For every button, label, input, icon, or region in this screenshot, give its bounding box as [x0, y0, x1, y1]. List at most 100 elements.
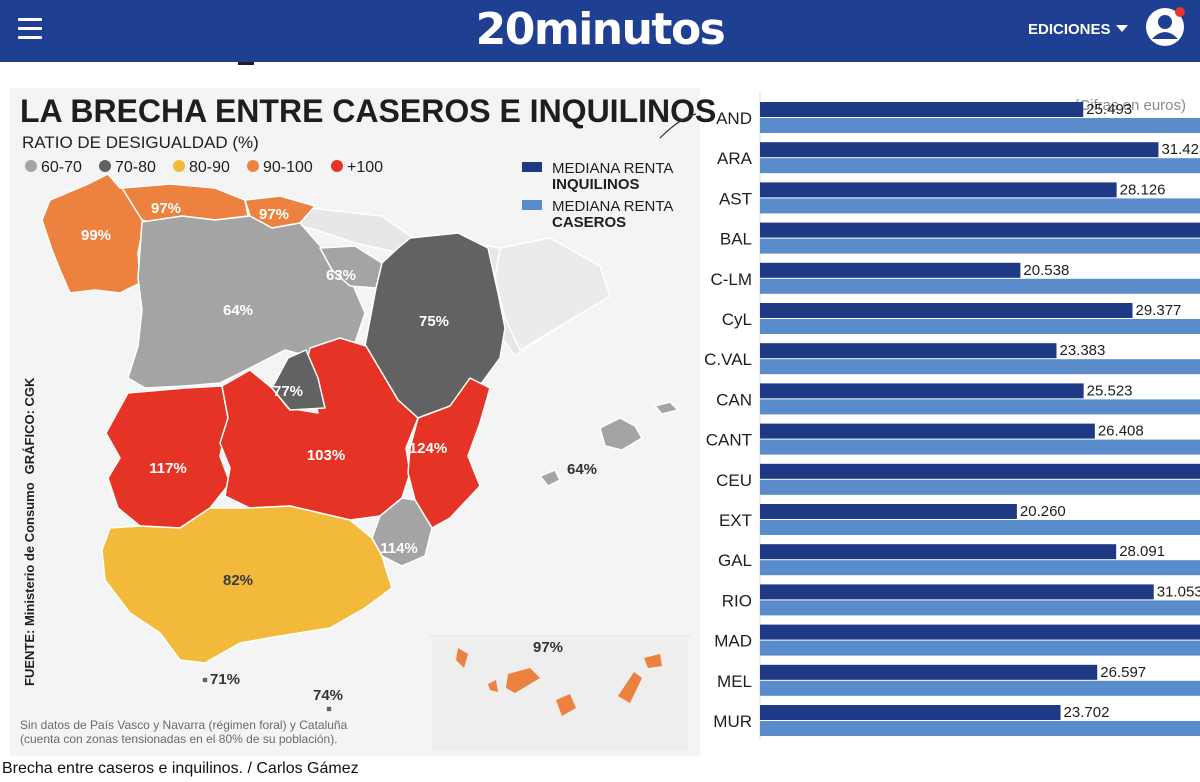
bar-inquilinos	[760, 222, 1200, 238]
legend-label: 60-70	[41, 159, 82, 176]
bar-inquilinos	[760, 102, 1084, 117]
bar-inquilinos	[760, 303, 1133, 318]
bar-caseros	[760, 479, 1200, 495]
region-label: 64%	[223, 302, 253, 319]
region-label: 97%	[259, 206, 289, 223]
bar-value-label: 26.408	[1098, 423, 1144, 440]
category-label: AND	[716, 109, 752, 128]
menu-icon[interactable]	[18, 18, 42, 40]
bar-caseros	[760, 680, 1200, 696]
legend-dot	[173, 160, 185, 172]
bar-inquilinos	[760, 423, 1095, 439]
inset-background	[432, 638, 688, 750]
infographic-svg: LA BRECHA ENTRE CASEROS E INQUILINOS RAT…	[10, 88, 1200, 756]
chart-title: LA BRECHA ENTRE CASEROS E INQUILINOS	[20, 93, 716, 129]
bar-caseros	[760, 439, 1200, 455]
ediciones-dropdown[interactable]: EDICIONES	[1028, 21, 1128, 38]
bar-caseros	[760, 600, 1200, 616]
legend-dot	[25, 160, 37, 172]
bar-value-label: 25.493	[1086, 101, 1132, 118]
region-label: 75%	[419, 313, 449, 330]
region-label: 64%	[567, 461, 597, 478]
category-label: MAD	[714, 632, 752, 651]
category-label: ARA	[717, 149, 753, 168]
island-fuerteventura	[618, 672, 642, 703]
series-name-line1: MEDIANA RENTA	[552, 198, 673, 215]
island-la-palma	[456, 648, 468, 668]
region-ibiza	[539, 469, 561, 487]
category-label: RIO	[722, 591, 752, 610]
map-legend: 60-70 70-80 80-90 90-100 +100	[25, 159, 383, 176]
region-melilla	[325, 705, 333, 713]
region-andalucia	[101, 505, 393, 664]
bar-inquilinos	[760, 584, 1154, 600]
category-label: GAL	[718, 551, 752, 570]
series-name-line2: CASEROS	[552, 214, 626, 231]
legend-dot	[99, 160, 111, 172]
category-label: CyL	[722, 310, 752, 329]
bar-caseros	[760, 238, 1200, 254]
spain-map	[41, 173, 679, 713]
bar-chart: AND25.49346.450ARA31.42354.985AST28.1265…	[704, 92, 1200, 740]
bar-inquilinos	[760, 705, 1061, 720]
infographic: LA BRECHA ENTRE CASEROS E INQUILINOS RAT…	[10, 88, 1200, 756]
footnote-line-2: (cuenta con zonas tensionadas en el 80% …	[20, 732, 338, 746]
legend-dot	[331, 160, 343, 172]
source-label: FUENTE: Ministerio de Consumo	[22, 482, 37, 686]
region-menorca	[654, 401, 679, 415]
source-credit: FUENTE: Ministerio de Consumo GRÁFICO: CG…	[22, 377, 37, 686]
bar-caseros	[760, 640, 1200, 656]
bar-inquilinos	[760, 664, 1098, 680]
legend-label: +100	[347, 159, 383, 176]
region-extremadura	[105, 385, 231, 529]
bar-value-label: 29.377	[1136, 302, 1182, 319]
bar-inquilinos	[760, 383, 1084, 399]
bar-caseros	[760, 319, 1200, 334]
region-label: 77%	[273, 383, 303, 400]
region-label: 117%	[149, 460, 187, 477]
notification-dot	[1175, 7, 1185, 17]
legend-label: 80-90	[189, 159, 230, 176]
bar-caseros	[760, 278, 1200, 294]
region-label: 82%	[223, 572, 253, 589]
bar-caseros	[760, 198, 1200, 214]
region-label: 97%	[151, 200, 181, 217]
bar-inquilinos	[760, 182, 1117, 198]
bar-value-label: 26.597	[1100, 664, 1146, 681]
category-label: MEL	[717, 672, 752, 691]
category-label: C.VAL	[704, 350, 752, 369]
bar-caseros	[760, 399, 1200, 415]
decorative-fragment	[238, 62, 254, 65]
region-label: 103%	[307, 447, 345, 464]
region-ceuta	[201, 676, 209, 684]
leader-line	[659, 113, 697, 139]
user-account-button[interactable]	[1146, 7, 1185, 46]
region-label: 63%	[326, 267, 356, 284]
region-comunidad-valenciana	[407, 377, 491, 529]
bar-caseros	[760, 560, 1200, 576]
bar-inquilinos	[760, 262, 1021, 278]
region-label: 99%	[81, 227, 111, 244]
category-label: CANT	[706, 431, 752, 450]
bar-value-label: 28.091	[1119, 543, 1165, 560]
site-logo: 20minutos	[475, 4, 726, 55]
series-name-line2: INQUILINOS	[552, 176, 640, 193]
island-tenerife	[506, 668, 540, 693]
region-label: 114%	[380, 540, 418, 557]
image-caption: Brecha entre caseros e inquilinos. / Car…	[2, 760, 359, 777]
bar-value-label: 25.523	[1087, 382, 1133, 399]
category-label: C-LM	[710, 270, 752, 289]
bar-caseros	[760, 520, 1200, 535]
user-icon	[1152, 15, 1178, 39]
bar-value-label: 20.538	[1023, 262, 1069, 279]
bar-inquilinos	[760, 624, 1200, 640]
caret-down-icon	[1115, 25, 1128, 32]
region-castilla-la-mancha	[219, 337, 419, 521]
legend-label: 90-100	[263, 159, 313, 176]
bar-caseros	[760, 118, 1200, 133]
region-labels: 99% 97% 97% 63% 64% 75% 77% 117% 103% 124% 64% 114%…	[81, 200, 597, 704]
region-mallorca	[599, 417, 643, 451]
bar-value-label: 23.702	[1064, 704, 1110, 721]
category-label: AST	[719, 189, 752, 208]
